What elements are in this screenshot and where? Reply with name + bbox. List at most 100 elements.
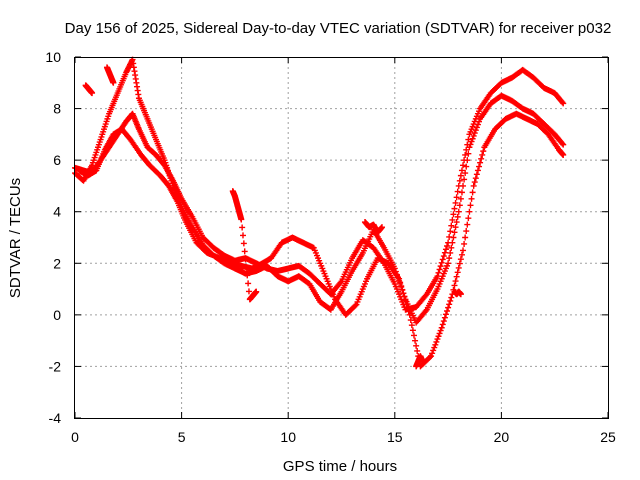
data-point <box>435 333 442 340</box>
data-point <box>241 248 248 255</box>
data-point <box>449 239 456 246</box>
x-tick-label: 5 <box>178 429 186 445</box>
data-point <box>463 146 470 153</box>
data-point <box>337 279 344 286</box>
data-point <box>469 189 476 196</box>
data-point <box>438 259 445 266</box>
data-point <box>449 216 456 223</box>
data-point <box>240 232 247 239</box>
data-point <box>456 260 463 267</box>
data-point <box>474 121 481 128</box>
data-point <box>465 150 472 157</box>
data-point <box>451 229 458 236</box>
data-point <box>401 293 408 300</box>
series-trace-b <box>72 56 567 326</box>
data-point <box>450 211 457 218</box>
y-tick-label: 4 <box>53 204 61 220</box>
data-point <box>434 273 441 280</box>
data-point <box>439 321 446 328</box>
data-point <box>469 135 476 142</box>
data-point <box>477 159 484 166</box>
data-point <box>422 307 429 314</box>
data-point <box>89 90 96 97</box>
data-point <box>440 253 447 260</box>
y-tick-label: 0 <box>53 307 61 323</box>
data-point <box>466 208 473 215</box>
data-point <box>470 182 477 189</box>
data-point <box>560 141 567 148</box>
data-point <box>462 170 469 177</box>
data-point <box>400 290 407 297</box>
data-point <box>458 251 465 258</box>
data-point <box>463 163 470 170</box>
data-point <box>253 288 260 295</box>
data-point <box>437 327 444 334</box>
data-point <box>465 215 472 222</box>
data-point <box>409 327 416 334</box>
data-point <box>457 291 464 298</box>
data-point <box>242 256 249 263</box>
data-point <box>440 318 447 325</box>
data-point <box>413 342 420 349</box>
data-point <box>431 344 438 351</box>
data-point <box>243 264 250 271</box>
data-point <box>455 208 462 215</box>
data-point <box>452 224 459 231</box>
data-point <box>458 167 465 174</box>
data-point <box>560 151 567 158</box>
data-point <box>460 182 467 189</box>
series-trace-c <box>76 110 567 370</box>
data-point <box>462 151 469 158</box>
x-axis-title: GPS time / hours <box>283 458 397 475</box>
data-point <box>244 272 251 279</box>
data-point <box>470 132 477 139</box>
data-point <box>460 162 467 169</box>
data-point <box>452 199 459 206</box>
data-point <box>444 307 451 314</box>
data-point <box>456 177 463 184</box>
data-point <box>435 269 442 276</box>
data-point <box>245 280 252 287</box>
data-point <box>445 304 452 311</box>
data-point <box>403 301 410 308</box>
data-point <box>410 332 417 339</box>
data-point <box>456 202 463 209</box>
data-point <box>471 130 478 137</box>
data-point <box>480 148 487 155</box>
data-point <box>453 219 460 226</box>
data-point <box>454 188 461 195</box>
y-axis-title: SDTVAR / TECUs <box>7 178 24 298</box>
data-point <box>352 302 359 309</box>
data-point <box>402 297 409 304</box>
x-tick-label: 25 <box>600 429 616 445</box>
data-point <box>478 155 485 162</box>
data-point <box>441 249 448 256</box>
data-point <box>426 354 433 361</box>
data-point <box>461 176 468 183</box>
data-point <box>446 255 453 262</box>
data-point <box>430 347 437 354</box>
data-point <box>442 311 449 318</box>
data-point <box>398 282 405 289</box>
data-point <box>451 205 458 212</box>
data-point <box>429 350 436 357</box>
data-point <box>457 256 464 263</box>
data-point <box>448 222 455 229</box>
y-tick-label: 10 <box>45 49 61 65</box>
data-point <box>438 324 445 331</box>
data-point <box>436 330 443 337</box>
data-point <box>419 358 426 365</box>
data-point <box>399 286 406 293</box>
data-point <box>457 172 464 179</box>
data-point <box>466 144 473 151</box>
data-point <box>453 273 460 280</box>
data-point <box>465 136 472 143</box>
x-tick-label: 15 <box>387 429 403 445</box>
data-point <box>437 263 444 270</box>
series-fragments <box>82 64 464 370</box>
data-point <box>464 157 471 164</box>
y-tick-label: 8 <box>53 101 61 117</box>
data-point <box>448 294 455 301</box>
y-tick-label: -4 <box>49 410 62 426</box>
